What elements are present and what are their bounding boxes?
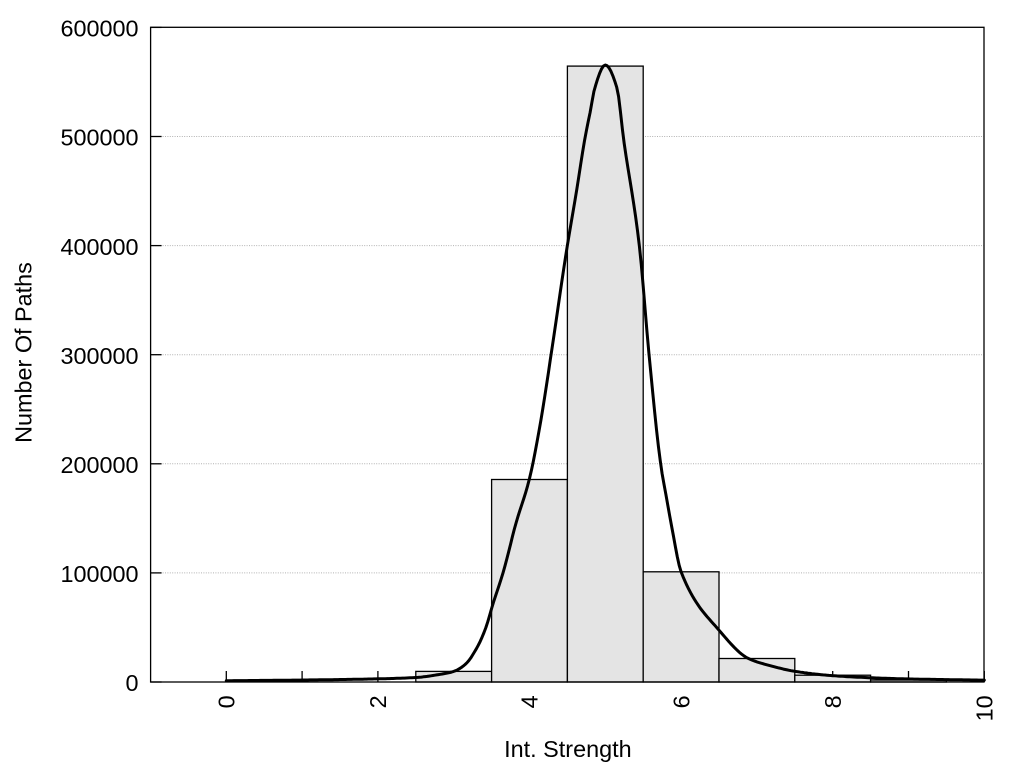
svg-text:500000: 500000 [60, 125, 138, 151]
svg-text:10: 10 [972, 695, 998, 721]
svg-text:0: 0 [125, 670, 138, 696]
svg-text:600000: 600000 [60, 16, 138, 42]
svg-text:0: 0 [214, 695, 240, 708]
svg-text:8: 8 [820, 695, 846, 708]
svg-text:6: 6 [668, 695, 694, 708]
svg-text:4: 4 [517, 695, 543, 708]
svg-text:300000: 300000 [60, 343, 138, 369]
svg-text:400000: 400000 [60, 234, 138, 260]
svg-text:2: 2 [365, 695, 391, 708]
svg-text:100000: 100000 [60, 561, 138, 587]
svg-text:Number Of Paths: Number Of Paths [11, 262, 37, 443]
svg-text:Int. Strength: Int. Strength [504, 736, 631, 762]
svg-text:200000: 200000 [60, 452, 138, 478]
